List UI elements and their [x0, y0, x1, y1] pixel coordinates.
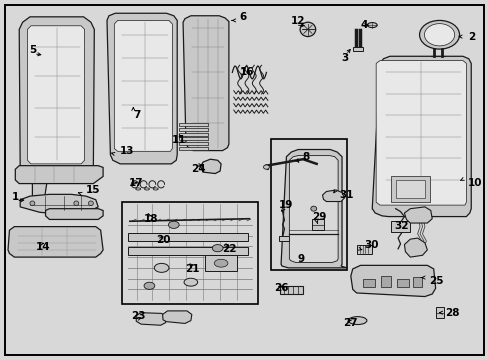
- Text: 9: 9: [297, 255, 304, 265]
- Bar: [396, 279, 408, 287]
- Text: 18: 18: [143, 214, 158, 224]
- Polygon shape: [350, 265, 435, 297]
- Text: 7: 7: [133, 110, 141, 120]
- Text: 23: 23: [131, 311, 145, 320]
- Bar: [179, 128, 208, 131]
- Text: 10: 10: [467, 178, 481, 188]
- Text: 20: 20: [156, 235, 170, 245]
- Bar: [128, 233, 247, 241]
- Ellipse shape: [419, 21, 459, 49]
- Ellipse shape: [168, 221, 179, 228]
- Text: 4: 4: [359, 20, 366, 30]
- Polygon shape: [281, 149, 346, 268]
- Ellipse shape: [300, 22, 315, 37]
- Bar: [380, 276, 390, 287]
- Polygon shape: [15, 166, 103, 184]
- Polygon shape: [404, 207, 431, 223]
- Bar: [278, 235, 289, 241]
- Text: 8: 8: [302, 152, 308, 162]
- Bar: [362, 279, 374, 287]
- Bar: [179, 133, 208, 135]
- Text: 32: 32: [394, 221, 408, 231]
- Text: 5: 5: [29, 45, 36, 55]
- Bar: [356, 244, 371, 253]
- Ellipse shape: [212, 244, 223, 252]
- Ellipse shape: [144, 282, 155, 289]
- Ellipse shape: [30, 201, 35, 206]
- Bar: [390, 176, 429, 202]
- Text: 27: 27: [342, 319, 357, 328]
- Ellipse shape: [310, 206, 316, 211]
- Bar: [412, 277, 421, 287]
- Ellipse shape: [366, 23, 376, 28]
- Ellipse shape: [214, 259, 227, 267]
- Bar: [271, 139, 346, 270]
- Text: 24: 24: [190, 163, 205, 174]
- Bar: [179, 147, 208, 149]
- Bar: [390, 221, 409, 232]
- Ellipse shape: [347, 317, 366, 324]
- Bar: [128, 247, 247, 255]
- Text: 17: 17: [128, 178, 143, 188]
- Polygon shape: [20, 194, 98, 214]
- Polygon shape: [289, 156, 337, 262]
- Text: 13: 13: [120, 145, 134, 156]
- Polygon shape: [183, 16, 228, 150]
- Text: 6: 6: [239, 12, 246, 22]
- Polygon shape: [114, 21, 172, 151]
- Polygon shape: [107, 13, 177, 164]
- Polygon shape: [162, 311, 191, 323]
- Polygon shape: [27, 26, 84, 164]
- Text: 16: 16: [239, 67, 254, 77]
- Text: 2: 2: [467, 32, 474, 41]
- Text: 15: 15: [86, 185, 101, 195]
- Text: 12: 12: [290, 17, 305, 27]
- Polygon shape: [371, 56, 470, 217]
- Text: 22: 22: [222, 244, 237, 254]
- Polygon shape: [375, 60, 466, 205]
- Ellipse shape: [74, 201, 79, 206]
- Text: 25: 25: [428, 276, 443, 286]
- Polygon shape: [19, 17, 94, 203]
- Polygon shape: [45, 209, 103, 220]
- Text: 21: 21: [184, 264, 199, 274]
- Ellipse shape: [424, 24, 454, 46]
- Polygon shape: [322, 190, 344, 202]
- Text: 19: 19: [278, 200, 292, 210]
- Text: 31: 31: [339, 190, 353, 200]
- Polygon shape: [200, 159, 221, 174]
- Bar: [279, 286, 303, 294]
- Bar: [352, 46, 363, 51]
- Polygon shape: [136, 313, 166, 325]
- Text: 26: 26: [273, 283, 287, 293]
- Ellipse shape: [263, 165, 269, 169]
- Text: 1: 1: [11, 192, 19, 202]
- Bar: [179, 123, 208, 126]
- Bar: [179, 142, 208, 145]
- Text: 14: 14: [36, 242, 50, 252]
- Ellipse shape: [183, 278, 197, 286]
- Ellipse shape: [88, 201, 93, 206]
- Bar: [179, 137, 208, 140]
- Text: 30: 30: [363, 240, 378, 250]
- Polygon shape: [404, 238, 427, 257]
- Bar: [395, 180, 424, 198]
- Bar: [205, 255, 237, 271]
- Bar: [311, 220, 324, 230]
- Text: 29: 29: [311, 212, 325, 222]
- Text: 11: 11: [171, 135, 185, 145]
- Bar: [435, 307, 444, 318]
- Polygon shape: [8, 226, 103, 257]
- Ellipse shape: [154, 264, 168, 273]
- Text: 3: 3: [340, 53, 347, 63]
- Bar: [122, 202, 258, 304]
- Text: 28: 28: [445, 308, 459, 318]
